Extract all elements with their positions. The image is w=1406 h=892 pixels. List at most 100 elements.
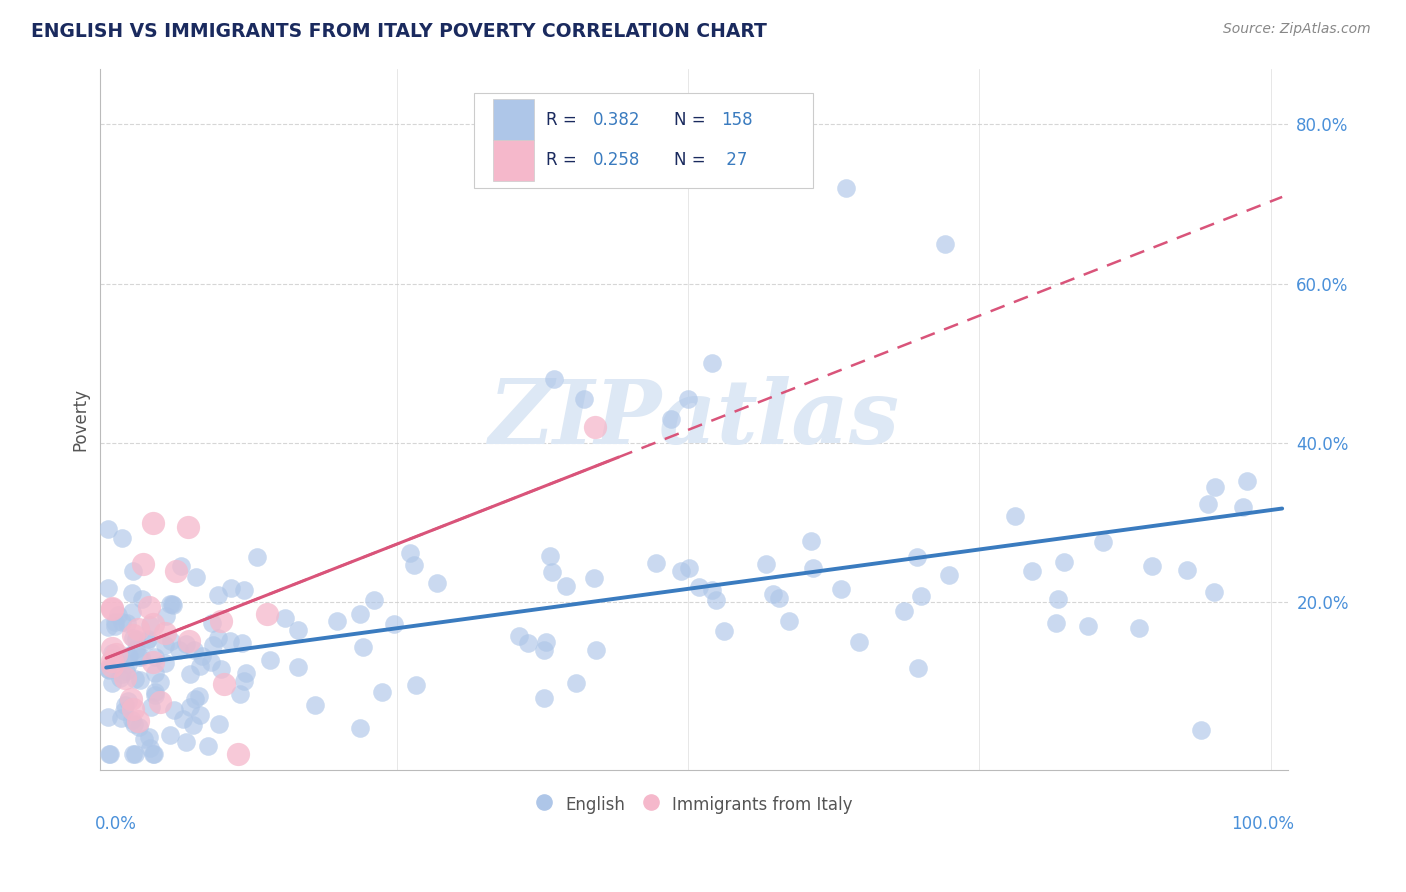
Point bbox=[762, 587, 785, 601]
Point bbox=[1204, 480, 1226, 494]
Point bbox=[1236, 474, 1258, 488]
Point bbox=[155, 608, 177, 623]
Point bbox=[678, 561, 700, 575]
Point bbox=[371, 685, 394, 699]
Point bbox=[659, 412, 682, 426]
Point bbox=[533, 691, 555, 706]
Point bbox=[149, 675, 172, 690]
Point bbox=[118, 648, 141, 663]
Point bbox=[1021, 564, 1043, 578]
Point bbox=[101, 675, 124, 690]
Point bbox=[555, 579, 578, 593]
Point bbox=[122, 632, 145, 646]
Point bbox=[142, 617, 165, 632]
Point bbox=[669, 564, 692, 578]
Text: R =: R = bbox=[546, 152, 582, 169]
Point bbox=[110, 615, 132, 630]
Point bbox=[565, 676, 588, 690]
Point bbox=[1189, 723, 1212, 737]
Point bbox=[645, 556, 668, 570]
Point bbox=[231, 636, 253, 650]
Point bbox=[97, 620, 120, 634]
Point bbox=[121, 628, 143, 642]
Point bbox=[287, 623, 309, 637]
Point bbox=[184, 691, 207, 706]
Point bbox=[141, 699, 163, 714]
Point bbox=[110, 711, 132, 725]
Point bbox=[165, 564, 187, 578]
Point bbox=[103, 619, 125, 633]
Point bbox=[1077, 619, 1099, 633]
Point bbox=[190, 648, 212, 663]
Point bbox=[121, 701, 143, 715]
Point bbox=[114, 698, 136, 713]
Point bbox=[143, 685, 166, 699]
Point bbox=[1053, 555, 1076, 569]
Point bbox=[117, 615, 139, 630]
Point bbox=[910, 589, 932, 603]
Text: 27: 27 bbox=[721, 152, 748, 169]
Point bbox=[122, 717, 145, 731]
Point bbox=[235, 666, 257, 681]
Point bbox=[201, 615, 224, 630]
Point bbox=[153, 626, 176, 640]
Point bbox=[138, 617, 160, 632]
Point bbox=[938, 568, 960, 582]
Point bbox=[101, 659, 124, 673]
Point bbox=[706, 592, 728, 607]
Point bbox=[232, 583, 254, 598]
Point bbox=[142, 516, 165, 530]
Point bbox=[183, 718, 205, 732]
Point bbox=[104, 648, 127, 662]
Point bbox=[172, 712, 194, 726]
Point bbox=[138, 600, 160, 615]
Point bbox=[402, 558, 425, 572]
Legend: English, Immigrants from Italy: English, Immigrants from Italy bbox=[529, 788, 859, 821]
Point bbox=[162, 599, 184, 613]
Point bbox=[101, 654, 124, 668]
Point bbox=[107, 608, 129, 623]
Point bbox=[125, 632, 148, 646]
Point bbox=[228, 747, 250, 761]
Point bbox=[426, 575, 449, 590]
Point bbox=[713, 624, 735, 639]
Point bbox=[188, 659, 211, 673]
Text: 100.0%: 100.0% bbox=[1230, 815, 1294, 833]
Point bbox=[208, 717, 231, 731]
Point bbox=[97, 523, 120, 537]
Point bbox=[778, 614, 800, 628]
Point bbox=[184, 570, 207, 584]
Point bbox=[209, 662, 232, 676]
Point bbox=[363, 593, 385, 607]
Point bbox=[543, 372, 565, 386]
Point bbox=[142, 656, 165, 670]
Point bbox=[848, 635, 870, 649]
Point bbox=[101, 641, 124, 656]
Point bbox=[101, 601, 124, 615]
Point bbox=[287, 659, 309, 673]
Point bbox=[256, 607, 278, 621]
Point bbox=[98, 664, 121, 678]
Point bbox=[188, 707, 211, 722]
Point bbox=[139, 740, 162, 755]
Point bbox=[179, 699, 201, 714]
Point bbox=[233, 673, 256, 688]
Point bbox=[585, 643, 607, 657]
Point bbox=[700, 356, 723, 370]
Point bbox=[382, 617, 405, 632]
Point bbox=[97, 710, 120, 724]
Text: Source: ZipAtlas.com: Source: ZipAtlas.com bbox=[1223, 22, 1371, 37]
Text: 0.258: 0.258 bbox=[593, 152, 641, 169]
Point bbox=[125, 642, 148, 657]
Point bbox=[121, 713, 143, 727]
Point bbox=[274, 611, 297, 625]
Point bbox=[218, 633, 240, 648]
Point bbox=[768, 591, 790, 605]
Point bbox=[177, 520, 200, 534]
Point bbox=[800, 533, 823, 548]
Point bbox=[1004, 509, 1026, 524]
Point bbox=[533, 643, 555, 657]
Point bbox=[142, 747, 165, 761]
Point bbox=[508, 629, 530, 643]
Point bbox=[583, 420, 606, 434]
